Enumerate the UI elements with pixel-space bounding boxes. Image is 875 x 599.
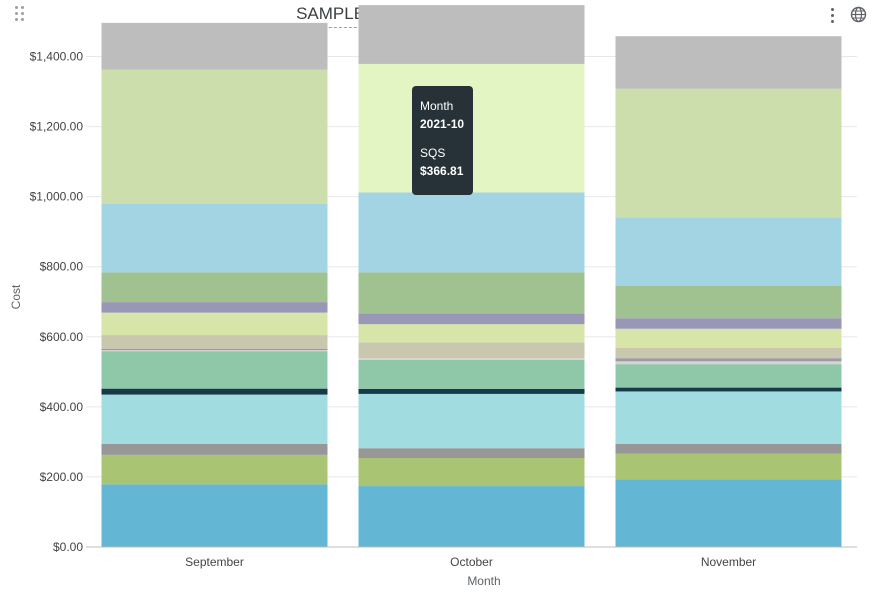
bar-segment[interactable] <box>615 361 842 365</box>
bar-segment[interactable] <box>615 286 842 319</box>
bar-segment[interactable] <box>358 393 585 449</box>
bar-segment[interactable] <box>358 272 585 314</box>
bar-segment[interactable] <box>358 313 585 325</box>
bar-segment[interactable] <box>101 312 328 336</box>
bar-segment[interactable] <box>615 348 842 359</box>
bar-segment[interactable] <box>615 444 842 454</box>
bar-segment[interactable] <box>615 36 842 89</box>
bar-segment[interactable] <box>101 302 328 313</box>
bar-segment[interactable] <box>101 203 328 273</box>
x-tick-label: September <box>185 555 244 569</box>
bar-segment[interactable] <box>101 350 328 352</box>
bar-segment[interactable] <box>358 458 585 487</box>
x-tick-label: November <box>701 555 756 569</box>
y-tick-label: $0.00 <box>53 540 83 554</box>
y-tick-label: $1,000.00 <box>30 190 84 204</box>
drag-handle-icon[interactable] <box>12 6 26 22</box>
y-tick-label: $1,400.00 <box>30 50 84 64</box>
bar-segment[interactable] <box>358 192 585 273</box>
more-vert-icon[interactable] <box>831 8 835 24</box>
bar-segment[interactable] <box>615 318 842 329</box>
bar-segment[interactable] <box>615 364 842 388</box>
globe-icon[interactable] <box>850 6 867 23</box>
bar-segment[interactable] <box>101 22 328 70</box>
bar-segment[interactable] <box>615 453 842 480</box>
bar-segment[interactable] <box>358 342 585 359</box>
y-axis-label: Cost <box>9 284 23 309</box>
bar-segment[interactable] <box>615 328 842 349</box>
bar-segment[interactable] <box>101 454 328 485</box>
tooltip-series-value: $366.81 <box>420 164 464 178</box>
bar-segment[interactable] <box>358 448 585 459</box>
x-axis-ticks: September October November <box>185 555 756 569</box>
tooltip-series-label: SQS <box>420 146 446 160</box>
tooltip-x-value: 2021-10 <box>420 117 465 131</box>
y-tick-label: $800.00 <box>40 260 84 274</box>
bar-segment[interactable] <box>615 358 842 362</box>
x-tick-label: October <box>450 555 493 569</box>
bar-segment[interactable] <box>358 324 585 343</box>
y-tick-label: $200.00 <box>40 470 84 484</box>
bar-segment[interactable] <box>101 444 328 455</box>
y-tick-label: $400.00 <box>40 400 84 414</box>
bar-segment[interactable] <box>358 486 585 547</box>
bar-segment[interactable] <box>358 5 585 64</box>
y-axis-ticks: $0.00 $200.00 $400.00 $600.00 $800.00 $1,000.… <box>30 50 84 554</box>
bar-segment[interactable] <box>615 387 842 392</box>
bar-segment[interactable] <box>101 348 328 351</box>
tooltip-x-label: Month <box>420 99 454 113</box>
x-axis-label: Month <box>467 574 500 588</box>
bar-segment[interactable] <box>101 484 328 547</box>
bar-segment[interactable] <box>615 88 842 218</box>
bar-segment[interactable] <box>358 388 585 394</box>
bar-segment[interactable] <box>101 394 328 445</box>
y-tick-label: $1,200.00 <box>30 120 84 134</box>
bar-segment[interactable] <box>101 388 328 395</box>
bar-segment[interactable] <box>101 272 328 303</box>
bar-segment[interactable] <box>615 479 842 547</box>
bar-segment[interactable] <box>358 359 585 389</box>
bar-segment[interactable] <box>615 217 842 286</box>
bar-segment[interactable] <box>101 335 328 349</box>
bar-segment[interactable] <box>101 351 328 389</box>
bar-segment[interactable] <box>101 69 328 204</box>
chart-tooltip: Month 2021-10 SQS $366.81 <box>412 86 473 195</box>
bar-segment[interactable] <box>615 391 842 445</box>
bar-segment[interactable] <box>358 358 585 360</box>
y-tick-label: $600.00 <box>40 330 84 344</box>
